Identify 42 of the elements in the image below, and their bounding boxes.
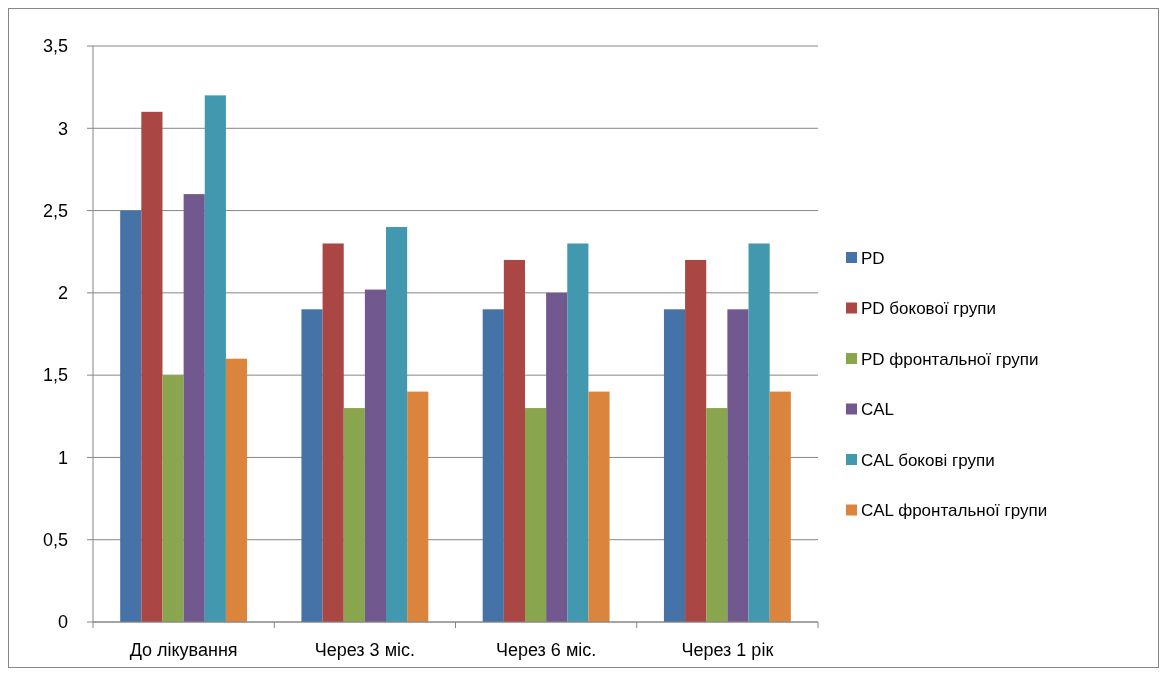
- bar: [162, 375, 184, 622]
- bar: [364, 289, 387, 622]
- bar: [343, 408, 365, 622]
- bar: [588, 391, 610, 622]
- bar: [706, 408, 728, 622]
- y-tick-label: 1: [57, 447, 68, 468]
- bar: [183, 194, 205, 622]
- y-tick-label: 0,5: [42, 530, 68, 551]
- bar: [322, 243, 344, 622]
- bar: [546, 292, 568, 622]
- bar: [301, 309, 323, 622]
- x-tick-label: Через 1 рік: [681, 640, 774, 660]
- bar: [769, 391, 791, 622]
- y-tick-label: 0: [57, 612, 68, 633]
- y-tick-label: 3,5: [42, 36, 68, 57]
- y-tick-label: 1,5: [42, 365, 68, 386]
- x-tick-label: Через 3 міс.: [314, 640, 416, 660]
- bar: [748, 243, 770, 622]
- bar: [727, 309, 749, 622]
- bar: [663, 309, 686, 622]
- legend-label: CAL: [861, 400, 895, 420]
- y-tick-label: 2: [57, 283, 68, 304]
- bar: [567, 243, 589, 622]
- x-tick-label: До лікування: [129, 640, 238, 660]
- x-tick-label: Через 6 міс.: [495, 640, 597, 660]
- legend-label: CAL фронтальної групи: [861, 501, 1048, 521]
- bar: [503, 259, 525, 622]
- bar: [524, 408, 547, 622]
- bar: [120, 210, 142, 622]
- bar: [204, 95, 226, 622]
- bar: [685, 259, 707, 622]
- legend-label: PD: [861, 248, 885, 268]
- legend-label: CAL бокові групи: [861, 450, 995, 470]
- bar: [225, 358, 248, 622]
- bar: [141, 111, 163, 622]
- bar: [386, 227, 408, 622]
- legend-label: PD бокової групи: [861, 299, 997, 319]
- y-tick-label: 3: [57, 118, 68, 139]
- y-tick-label: 2,5: [42, 200, 68, 221]
- bar: [482, 309, 504, 622]
- legend-label: PD фронтальної групи: [861, 349, 1039, 369]
- bar: [407, 391, 429, 622]
